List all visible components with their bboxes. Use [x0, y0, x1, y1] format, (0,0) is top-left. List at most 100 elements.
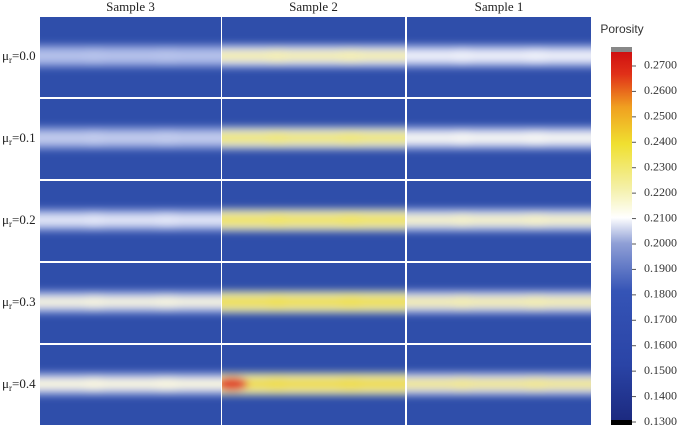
heatmap-panel [40, 181, 221, 261]
row-symbol: μ [2, 130, 9, 145]
colorbar-tick-label: 0.2500 [644, 109, 677, 123]
band [40, 209, 221, 231]
band-blob [72, 378, 117, 390]
band [40, 45, 221, 67]
band [40, 373, 221, 395]
band-core [407, 215, 591, 225]
column-label: Sample 2 [289, 0, 338, 14]
heatmap-panel [407, 181, 591, 261]
band [222, 291, 405, 313]
heatmap-panel [40, 17, 221, 97]
hot-spot [222, 377, 248, 391]
band [222, 209, 405, 231]
panels [40, 17, 591, 425]
heatmap-panel [222, 17, 405, 97]
band-blob [440, 378, 485, 390]
band [222, 45, 405, 67]
colorbar-tick-label: 0.1400 [644, 388, 677, 402]
band [407, 373, 591, 395]
colorbar-tick-label: 0.1800 [644, 287, 677, 301]
band-core [40, 379, 221, 389]
row-subscript: r [9, 137, 12, 147]
colorbar-tick-label: 0.2300 [644, 159, 677, 173]
band-blob [254, 378, 299, 390]
band [40, 291, 221, 313]
colorbar-bottom [611, 420, 632, 425]
heatmap-panel [222, 181, 405, 261]
heatmap-panel [40, 99, 221, 179]
band-core [407, 51, 591, 61]
band-blob [254, 296, 299, 308]
band-core [222, 297, 405, 307]
band-core [40, 215, 221, 225]
band [407, 291, 591, 313]
colorbar-tick-label: 0.1500 [644, 363, 677, 377]
row-label: μr=0.0 [2, 48, 36, 65]
band-core [407, 297, 591, 307]
band-core [40, 297, 221, 307]
row-symbol: μ [2, 376, 9, 391]
band-core [407, 379, 591, 389]
band-blob [509, 214, 562, 226]
row-subscript: r [9, 55, 12, 65]
row-subscript: r [9, 301, 12, 311]
band-blob [440, 296, 485, 308]
band-blob [509, 50, 562, 62]
band-core [222, 379, 405, 389]
row-symbol: μ [2, 294, 9, 309]
band-blob [509, 296, 562, 308]
colorbar-tick-label: 0.1900 [644, 261, 677, 275]
band-blob [140, 132, 193, 144]
band-core [222, 133, 405, 143]
heatmap-panel [40, 263, 221, 343]
row-value: =0.1 [12, 130, 36, 145]
band-core [222, 51, 405, 61]
heatmap-panel [407, 99, 591, 179]
band-blob [140, 214, 193, 226]
band [407, 127, 591, 149]
band-blob [509, 378, 562, 390]
row-value: =0.0 [12, 48, 36, 63]
band [407, 45, 591, 67]
row-value: =0.3 [12, 294, 36, 309]
column-label: Sample 3 [106, 0, 155, 14]
heatmap-panel [407, 17, 591, 97]
colorbar-tick-label: 0.2700 [644, 58, 677, 72]
band-blob [440, 214, 485, 226]
colorbar: Porosity 0.1300 0.1400 0.1500 0.1600 0.1700 0… [600, 22, 677, 428]
band-blob [72, 50, 117, 62]
row-symbol: μ [2, 212, 9, 227]
heatmap-panel [222, 263, 405, 343]
band-core [407, 133, 591, 143]
row-subscript: r [9, 219, 12, 229]
band-blob [72, 214, 117, 226]
row-label: μr=0.4 [2, 376, 36, 393]
band [40, 127, 221, 149]
band-blob [324, 50, 377, 62]
band-blob [509, 132, 562, 144]
band-blob [72, 132, 117, 144]
band [407, 209, 591, 231]
band-core [40, 51, 221, 61]
colorbar-title: Porosity [600, 22, 643, 36]
band-core [40, 133, 221, 143]
band-blob [440, 132, 485, 144]
column-label: Sample 1 [475, 0, 524, 14]
colorbar-tick-label: 0.1300 [644, 414, 677, 428]
band-blob [324, 132, 377, 144]
band-blob [140, 378, 193, 390]
row-value: =0.2 [12, 212, 36, 227]
band-core [222, 215, 405, 225]
band-blob [140, 50, 193, 62]
band-blob [324, 214, 377, 226]
colorbar-tick-label: 0.1700 [644, 312, 677, 326]
band-blob [324, 378, 377, 390]
band-blob [440, 50, 485, 62]
colorbar-tick-label: 0.2600 [644, 83, 677, 97]
heatmap-panel [407, 263, 591, 343]
colorbar-tick-label: 0.2000 [644, 236, 677, 250]
band [222, 127, 405, 149]
heatmap-panel [407, 345, 591, 425]
row-value: =0.4 [12, 376, 36, 391]
